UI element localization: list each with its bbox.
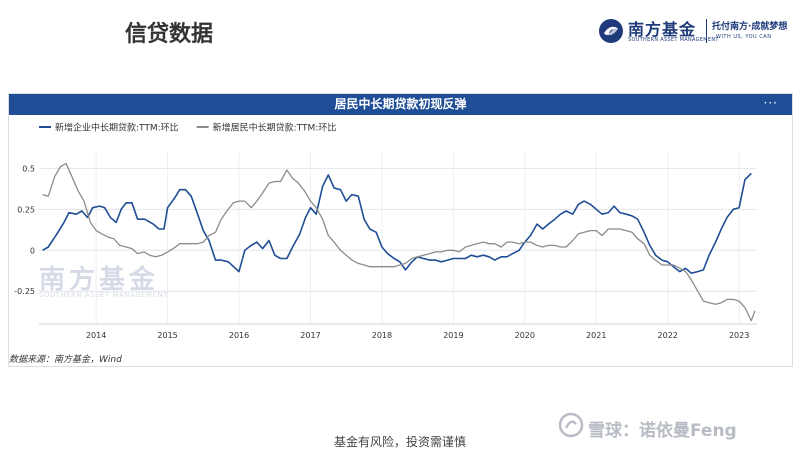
brand-divider bbox=[706, 19, 707, 43]
chart-header: 居民中长期贷款初现反弹 ··· bbox=[9, 94, 792, 115]
brand-slogan-english: WITH US, YOU CAN bbox=[716, 34, 772, 40]
risk-disclaimer: 基金有风险，投资需谨慎 bbox=[333, 435, 466, 449]
more-horizontal-icon[interactable]: ··· bbox=[763, 96, 778, 110]
platform-watermark-text: 雪球：诺依曼Feng bbox=[588, 421, 737, 441]
series-line-2 bbox=[42, 162, 756, 322]
chart-title: 居民中长期贷款初现反弹 bbox=[334, 97, 467, 111]
x-tick-label: 2018 bbox=[372, 331, 392, 340]
legend-label-2: 新增居民中长期贷款:TTM:环比 bbox=[213, 122, 337, 134]
x-tick-label: 2014 bbox=[86, 331, 106, 340]
brand-slogan: 托付南方·成就梦想 bbox=[712, 22, 788, 32]
chart-card: 居民中长期贷款初现反弹 ··· 南方基金 SOUTHERN ASSET MANA… bbox=[8, 93, 793, 367]
chart-plot: 0.5 0.25 0 -0.25 2014 2015 2016 2017 2018 2019 202… bbox=[14, 122, 757, 340]
y-tick-label: 0.25 bbox=[17, 205, 35, 214]
snowball-logo-icon bbox=[558, 412, 584, 438]
watermark-brand-name: 南方基金 bbox=[39, 265, 160, 295]
platform-watermark: 雪球：诺依曼Feng bbox=[558, 412, 778, 442]
chart-watermark: 南方基金 SOUTHERN ASSET MANAGEMENT bbox=[39, 259, 189, 299]
series-line-1 bbox=[42, 172, 752, 274]
x-tick-label: 2021 bbox=[586, 331, 606, 340]
y-tick-label: -0.25 bbox=[14, 287, 35, 296]
watermark-brand-english: SOUTHERN ASSET MANAGEMENT bbox=[39, 291, 169, 299]
brand-logo-icon bbox=[599, 19, 623, 43]
x-tick-label: 2017 bbox=[300, 331, 320, 340]
legend-label-1: 新增企业中长期贷款:TTM:环比 bbox=[55, 122, 179, 134]
chart-source-note: 数据来源：南方基金，Wind bbox=[9, 355, 122, 365]
x-tick-label: 2015 bbox=[157, 331, 177, 340]
y-tick-label: 0.5 bbox=[22, 164, 35, 173]
y-tick-label: 0 bbox=[30, 246, 35, 255]
brand-english-name: SOUTHERN ASSET MANAGEMENT bbox=[628, 37, 719, 43]
x-tick-label: 2016 bbox=[229, 331, 249, 340]
brand-logo-block: 南方基金 SOUTHERN ASSET MANAGEMENT 托付南方·成就梦想… bbox=[598, 16, 798, 46]
x-tick-label: 2020 bbox=[515, 331, 535, 340]
x-tick-label: 2019 bbox=[443, 331, 463, 340]
x-tick-label: 2022 bbox=[658, 331, 678, 340]
x-tick-label: 2023 bbox=[729, 331, 749, 340]
page-title: 信贷数据 bbox=[125, 22, 214, 47]
brand-name: 南方基金 bbox=[628, 20, 697, 39]
